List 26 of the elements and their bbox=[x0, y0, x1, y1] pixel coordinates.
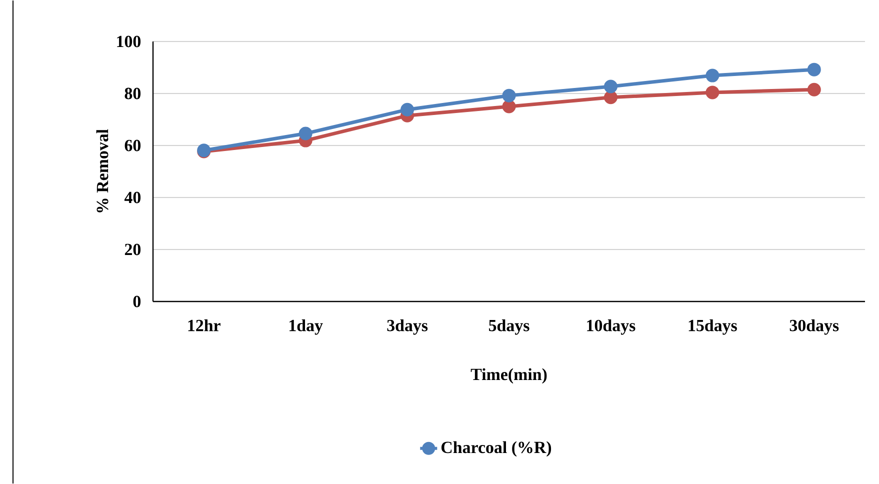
y-axis-title: % Removal bbox=[96, 129, 108, 212]
point bbox=[807, 82, 821, 96]
y-tick-label: 80 bbox=[124, 88, 141, 100]
y-tick-label: 60 bbox=[124, 140, 141, 152]
point bbox=[502, 100, 516, 114]
point bbox=[298, 126, 312, 140]
x-tick-label: 12hr bbox=[188, 319, 220, 332]
point bbox=[604, 90, 618, 104]
x-tick-label: 1day bbox=[290, 319, 323, 335]
x-tick-label: 3days bbox=[387, 319, 428, 335]
y-tick-label: 20 bbox=[124, 244, 141, 256]
point bbox=[807, 62, 821, 76]
x-axis-title: Time(min) bbox=[470, 368, 547, 384]
y-tick-label: 100 bbox=[117, 36, 141, 48]
y-tick-label: 0 bbox=[133, 296, 141, 308]
x-tick-label: 10days bbox=[587, 319, 636, 335]
legend-label: Charcoal (%R) bbox=[441, 441, 552, 457]
point bbox=[502, 88, 516, 102]
x-tick-label: 30days bbox=[790, 319, 839, 335]
x-tick-label: 5days bbox=[488, 319, 530, 335]
point bbox=[706, 86, 720, 100]
point bbox=[706, 68, 720, 82]
y-tick-label: 40 bbox=[124, 192, 141, 204]
x-tick-label: 15days bbox=[688, 319, 737, 335]
point bbox=[400, 102, 414, 116]
point bbox=[604, 80, 618, 94]
